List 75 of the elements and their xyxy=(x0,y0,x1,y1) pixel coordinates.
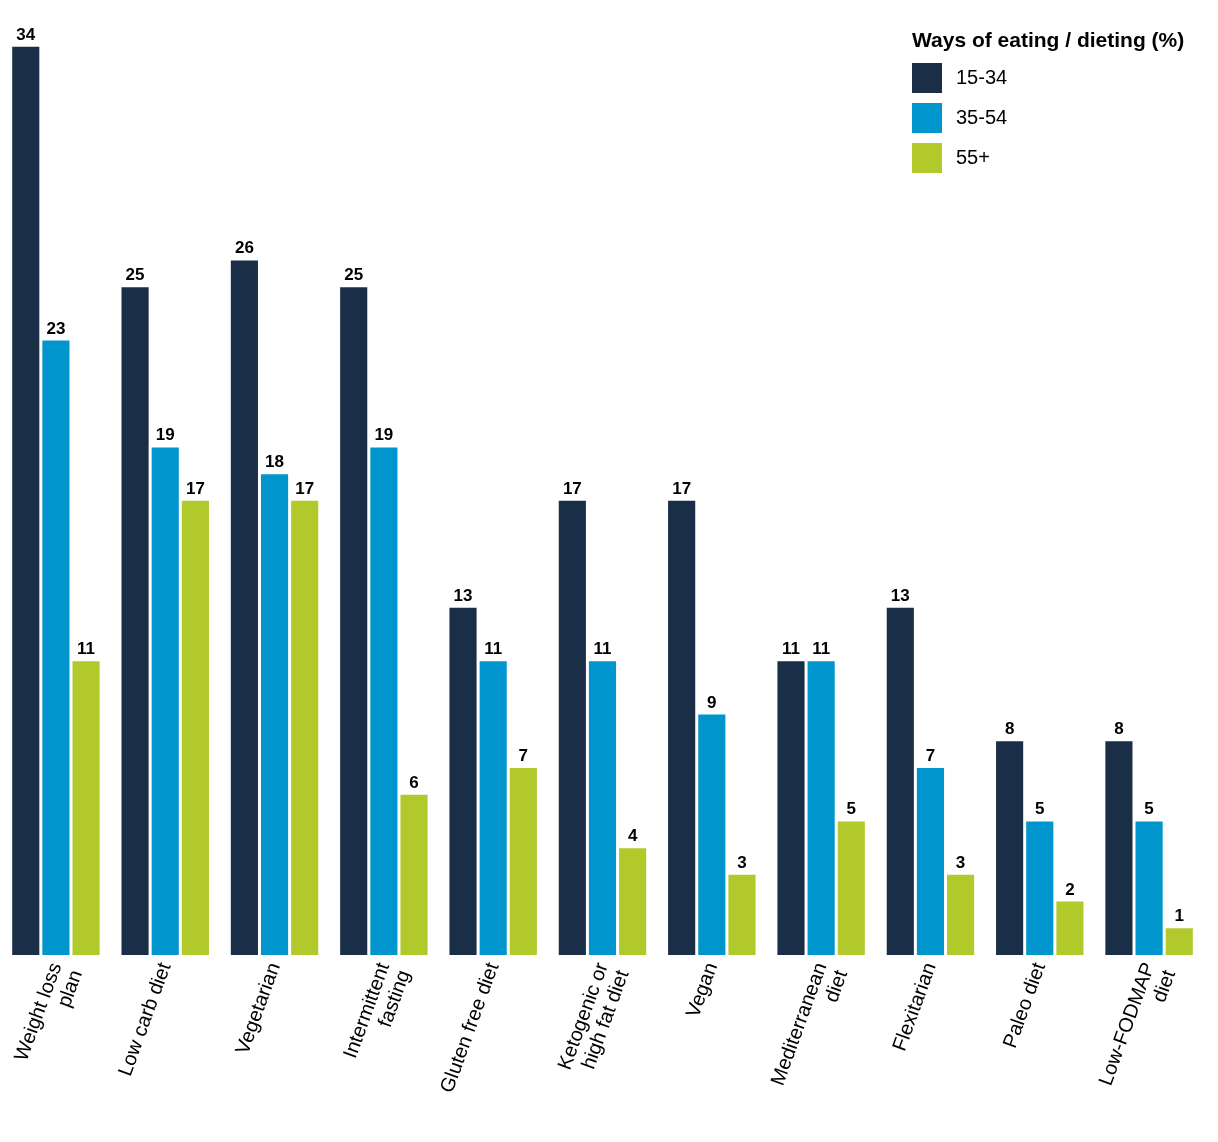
bar xyxy=(260,474,289,955)
x-tick-label: Paleo diet xyxy=(998,958,1050,1051)
bar xyxy=(619,848,647,955)
legend-title: Ways of eating / dieting (%) xyxy=(912,28,1185,51)
data-label: 19 xyxy=(155,425,175,445)
data-label: 7 xyxy=(925,746,936,765)
data-label: 5 xyxy=(1144,799,1154,819)
bar xyxy=(12,46,40,955)
bar xyxy=(698,714,726,955)
bar xyxy=(1135,821,1163,955)
data-label: 34 xyxy=(16,24,36,44)
legend-label: 55+ xyxy=(956,146,990,168)
data-label: 1 xyxy=(1174,906,1184,926)
data-label: 3 xyxy=(737,852,747,872)
data-label: 23 xyxy=(46,318,66,338)
data-label: 8 xyxy=(1114,719,1124,739)
bar xyxy=(837,821,865,955)
data-label: 11 xyxy=(781,639,800,659)
bar xyxy=(291,500,319,955)
legend-label: 15-34 xyxy=(956,66,1008,88)
bar xyxy=(340,287,368,955)
bar xyxy=(1026,821,1054,955)
data-label: 2 xyxy=(1065,879,1075,899)
bar xyxy=(996,741,1024,955)
bar xyxy=(151,447,179,955)
bar xyxy=(449,607,477,955)
data-label: 13 xyxy=(890,585,910,605)
data-label: 17 xyxy=(672,478,692,498)
data-label: 7 xyxy=(518,746,529,765)
data-label: 3 xyxy=(955,852,966,872)
bar xyxy=(230,260,258,955)
data-label: 6 xyxy=(409,772,419,792)
data-label: 8 xyxy=(1004,719,1015,739)
bar xyxy=(588,661,617,955)
bar xyxy=(42,340,70,955)
bar xyxy=(1105,741,1133,955)
bar xyxy=(400,794,428,955)
data-label: 4 xyxy=(627,826,638,846)
bar xyxy=(1165,928,1193,955)
bar xyxy=(807,661,835,955)
bar xyxy=(728,874,756,955)
data-label: 5 xyxy=(846,799,857,819)
data-label: 19 xyxy=(374,425,394,445)
bar xyxy=(947,874,975,955)
x-tick-label: Low carb diet xyxy=(113,958,175,1079)
bar xyxy=(181,500,209,955)
bar xyxy=(916,768,945,955)
bar xyxy=(479,661,507,955)
data-label: 18 xyxy=(265,452,285,472)
data-label: 11 xyxy=(593,639,612,659)
x-tick-label: Vegan xyxy=(681,959,722,1021)
bar xyxy=(886,607,914,955)
bar xyxy=(777,661,805,955)
x-tick-label: Gluten free diet xyxy=(435,958,503,1096)
data-label: 11 xyxy=(484,639,503,659)
bar xyxy=(121,287,149,955)
data-label: 25 xyxy=(344,265,364,285)
bar xyxy=(668,500,696,955)
data-label: 17 xyxy=(295,478,315,498)
legend-label: 35-54 xyxy=(956,106,1008,128)
bar xyxy=(1056,901,1084,955)
bar xyxy=(370,447,398,955)
data-label: 26 xyxy=(234,238,254,258)
data-label: 11 xyxy=(77,639,96,659)
bar xyxy=(72,661,100,955)
data-label: 17 xyxy=(562,478,582,498)
bar xyxy=(509,768,537,955)
data-label: 13 xyxy=(453,585,473,605)
data-label: 25 xyxy=(125,265,145,285)
bar xyxy=(558,500,586,955)
data-label: 5 xyxy=(1035,799,1045,819)
data-label: 17 xyxy=(185,478,205,498)
x-tick-label: Weight loss plan xyxy=(9,959,86,1064)
data-label: 9 xyxy=(707,692,717,712)
data-label: 11 xyxy=(812,639,831,659)
